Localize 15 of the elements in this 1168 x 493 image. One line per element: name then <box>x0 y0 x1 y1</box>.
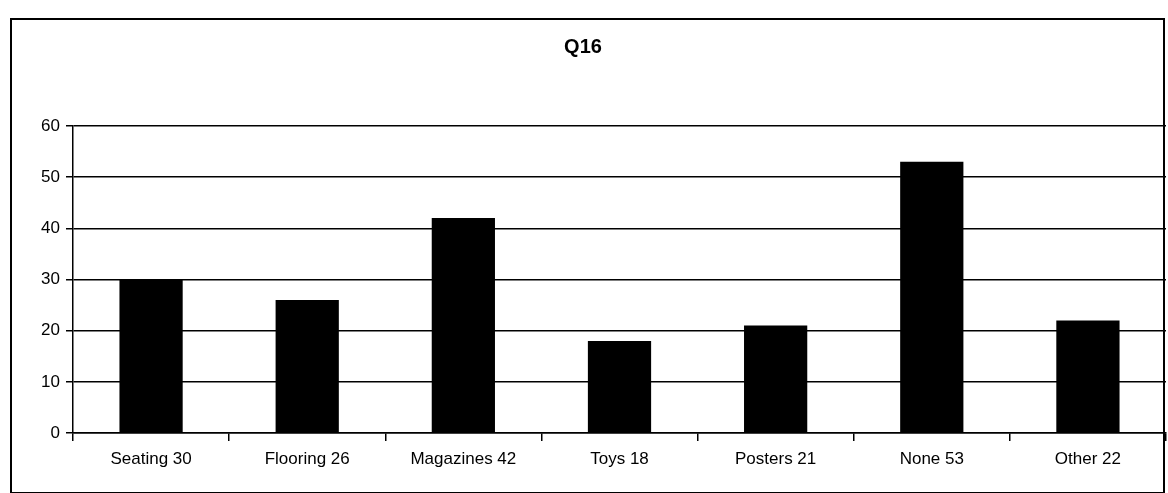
x-tick-label: Magazines 42 <box>410 448 517 468</box>
y-tick-label: 40 <box>41 218 60 238</box>
y-tick-label: 50 <box>41 166 60 186</box>
x-tick-label: Posters 21 <box>735 448 817 468</box>
y-tick-label: 10 <box>41 371 60 391</box>
x-tick-label: Flooring 26 <box>264 448 350 468</box>
y-tick-label: 0 <box>50 422 60 442</box>
x-tick-label: Seating 30 <box>110 448 192 468</box>
chart-title: Q16 <box>564 34 602 57</box>
y-tick-label: 60 <box>41 115 60 135</box>
y-tick-label: 20 <box>41 320 60 340</box>
x-tick-label: Other 22 <box>1054 448 1122 468</box>
y-tick-label: 30 <box>41 269 60 289</box>
x-tick-label: None 53 <box>899 448 964 468</box>
x-tick-label: Toys 18 <box>590 448 649 468</box>
